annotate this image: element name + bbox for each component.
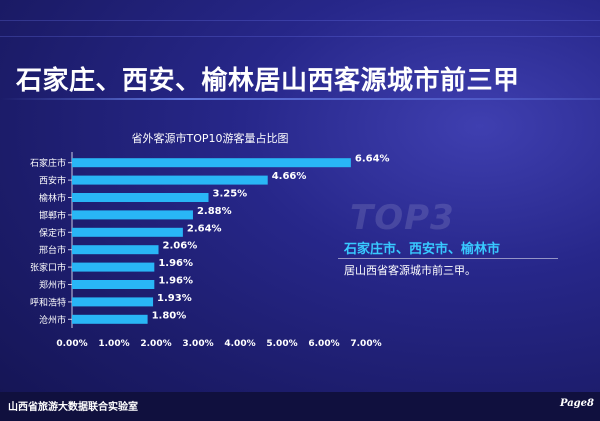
- callout-divider: [338, 258, 558, 259]
- category-label: 邯郸市: [39, 209, 66, 221]
- data-label: 3.25%: [213, 189, 248, 200]
- bar: [72, 245, 159, 255]
- data-label: 1.80%: [152, 310, 187, 321]
- x-tick-label: 4.00%: [224, 339, 255, 348]
- category-label: 郑州市: [39, 279, 66, 291]
- x-tick-label: 7.00%: [350, 339, 381, 348]
- x-tick-label: 0.00%: [56, 339, 87, 348]
- category-label: 石家庄市: [30, 157, 66, 169]
- bar: [72, 210, 193, 220]
- decor-line: [0, 36, 600, 37]
- category-label: 沧州市: [39, 314, 66, 326]
- category-label: 保定市: [39, 227, 66, 239]
- bar: [72, 262, 155, 272]
- slide-title: 石家庄、西安、榆林居山西客源城市前三甲: [16, 66, 520, 96]
- x-tick-label: 2.00%: [140, 339, 171, 348]
- data-label: 1.96%: [158, 276, 193, 287]
- category-label: 西安市: [39, 175, 66, 187]
- x-tick-label: 5.00%: [266, 339, 297, 348]
- category-label: 邢台市: [39, 244, 66, 256]
- page-number: Page8: [559, 398, 594, 409]
- data-label: 6.64%: [355, 154, 390, 165]
- bar: [72, 193, 209, 202]
- decor-line: [0, 20, 600, 21]
- data-label: 4.66%: [272, 171, 307, 182]
- data-label: 1.93%: [157, 293, 192, 304]
- bar: [72, 175, 268, 185]
- bar: [72, 158, 351, 168]
- bar: [72, 227, 183, 237]
- footer-organization: 山西省旅游大数据联合实验室: [8, 402, 138, 413]
- bar: [72, 314, 148, 324]
- category-label: 榆林市: [39, 192, 66, 204]
- category-label: 呼和浩特: [30, 296, 66, 308]
- data-label: 2.88%: [197, 206, 232, 217]
- chart-title: 省外客源市TOP10游客量占比图: [131, 132, 289, 145]
- footer-bar: [0, 392, 600, 421]
- category-label: 张家口市: [30, 262, 66, 274]
- bar-chart: 石家庄市 6.64% 西安市 4.66% 榆林市 3.25% 邯郸市 2.88% 保定市 2.64…: [30, 152, 390, 348]
- watermark-text: TOP3: [350, 198, 455, 238]
- x-tick-label: 6.00%: [308, 339, 339, 348]
- bar: [72, 297, 154, 307]
- callout-text: 居山西省客源城市前三甲。: [344, 264, 476, 277]
- title-underline: [0, 98, 600, 100]
- bar: [72, 280, 155, 289]
- data-label: 2.06%: [163, 241, 198, 252]
- x-tick-label: 3.00%: [182, 339, 213, 348]
- data-label: 2.64%: [187, 223, 222, 234]
- data-label: 1.96%: [158, 258, 193, 269]
- callout-title: 石家庄市、西安市、榆林市: [344, 242, 501, 257]
- x-tick-label: 1.00%: [98, 339, 129, 348]
